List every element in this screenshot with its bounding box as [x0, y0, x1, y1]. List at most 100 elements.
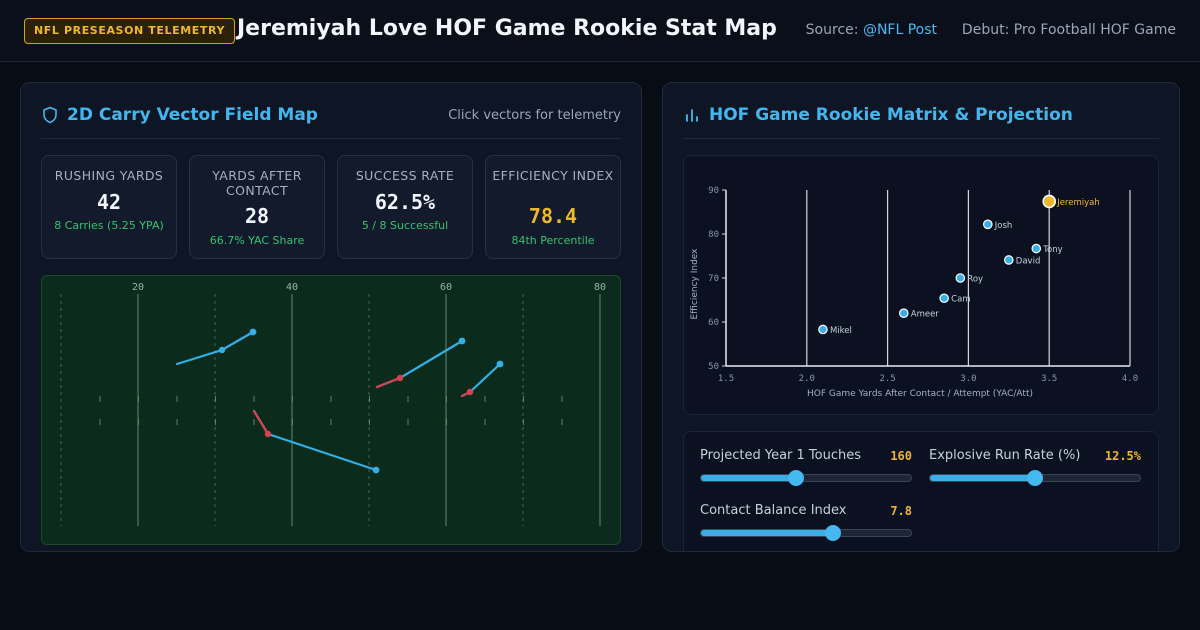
y-tick-label: 70	[708, 274, 719, 284]
slider-contact-balance[interactable]: Contact Balance Index 7.8	[700, 503, 912, 551]
stat-card-efficiency-index: EFFICIENCY INDEX 78.4 84th Percentile	[485, 155, 621, 259]
vector-node[interactable]	[496, 360, 504, 368]
slider-track[interactable]	[700, 525, 912, 541]
yard-number: 20	[132, 282, 144, 293]
panel-title: 2D Carry Vector Field Map	[67, 105, 318, 125]
vector-node[interactable]	[249, 328, 257, 336]
stat-sub: 5 / 8 Successful	[361, 219, 449, 232]
stat-sub: 66.7% YAC Share	[209, 234, 305, 247]
slider-handle[interactable]	[825, 525, 842, 541]
stat-label: YARDS AFTER CONTACT	[212, 168, 302, 198]
scatter-point-jeremiyah[interactable]	[1042, 194, 1057, 209]
vector-node[interactable]	[218, 346, 226, 354]
header-meta: Source: @NFL Post Debut: Pro Football HO…	[806, 22, 1176, 38]
stat-value: 42	[96, 190, 122, 214]
slider-label: Contact Balance Index	[700, 503, 847, 518]
scatter-point-roy[interactable]	[955, 273, 966, 283]
slider-value: 7.8	[890, 504, 912, 518]
rookie-scatter-chart: 1.5 2.0 2.5 3.0 3.5 4.0 50 60 70 80 90 Mikel Ameer C…	[683, 155, 1159, 415]
vector-node[interactable]	[396, 374, 404, 382]
vector-node[interactable]	[466, 388, 474, 396]
x-axis-label: HOF Game Yards After Contact / Attempt (…	[807, 389, 1033, 399]
point-label: Tony	[1042, 245, 1062, 255]
page-title: Jeremiyah Love HOF Game Rookie Stat Map	[237, 16, 777, 41]
stat-sub: 8 Carries (5.25 YPA)	[54, 219, 164, 232]
y-tick-label: 90	[708, 186, 719, 196]
panel-title: HOF Game Rookie Matrix & Projection	[709, 105, 1073, 125]
slider-fill	[930, 475, 1035, 481]
panel-header: 2D Carry Vector Field Map Click vectors …	[41, 101, 621, 139]
slider-handle[interactable]	[787, 470, 804, 486]
y-tick-label: 80	[708, 230, 719, 240]
source-link[interactable]: @NFL Post	[862, 22, 938, 38]
point-label: Ameer	[911, 310, 940, 320]
slider-track[interactable]	[700, 470, 912, 486]
projection-sliders: Projected Year 1 Touches 160 Explosive R…	[683, 431, 1159, 551]
yard-number: 40	[286, 282, 298, 293]
carry-vector-loss-segment[interactable]	[375, 376, 402, 389]
rookie-matrix-panel: HOF Game Rookie Matrix & Projection 1.5 2…	[662, 82, 1180, 552]
scatter-point-mikel[interactable]	[818, 324, 828, 335]
scatter-point-david[interactable]	[1003, 255, 1014, 265]
telemetry-badge: NFL PRESEASON TELEMETRY	[24, 18, 236, 44]
top-bar: NFL PRESEASON TELEMETRY Jeremiyah Love H…	[0, 0, 1200, 62]
carry-field-map: 20 40 60 80	[41, 275, 621, 545]
stat-value: 28	[244, 204, 270, 228]
vector-node[interactable]	[264, 430, 272, 438]
point-label: Mikel	[830, 326, 852, 336]
point-label: Josh	[994, 221, 1013, 231]
carry-vector[interactable]	[375, 339, 464, 389]
stat-label: EFFICIENCY INDEX	[492, 168, 614, 183]
scatter-svg: 1.5 2.0 2.5 3.0 3.5 4.0 50 60 70 80 90 Mikel Ameer C…	[690, 186, 1138, 399]
scatter-point-cam[interactable]	[939, 293, 949, 304]
slider-label: Explosive Run Rate (%)	[929, 448, 1081, 463]
point-label: David	[1016, 256, 1041, 266]
source-label: Source:	[805, 22, 859, 38]
x-tick-label: 1.5	[718, 374, 734, 384]
point-label: Jeremiyah	[1056, 198, 1100, 208]
slider-fill	[701, 530, 834, 536]
shield-icon	[43, 106, 57, 124]
stat-card-yards-after-contact: YARDS AFTER CONTACT 28 66.7% YAC Share	[189, 155, 325, 259]
scatter-point-josh[interactable]	[982, 219, 993, 230]
slider-projected-touches[interactable]: Projected Year 1 Touches 160	[700, 448, 912, 498]
point-label: Roy	[967, 275, 983, 285]
x-tick-label: 2.5	[879, 374, 895, 384]
stat-label: RUSHING YARDS	[54, 168, 164, 183]
y-tick-label: 60	[708, 318, 719, 328]
stat-card-rushing-yards: RUSHING YARDS 42 8 Carries (5.25 YPA)	[41, 155, 177, 259]
slider-value: 160	[890, 449, 912, 463]
point-label: Cam	[951, 295, 970, 305]
carry-vector[interactable]	[252, 409, 378, 472]
carry-vector-panel: 2D Carry Vector Field Map Click vectors …	[20, 82, 642, 552]
slider-handle[interactable]	[1027, 470, 1043, 486]
yard-number: 60	[440, 282, 452, 293]
bar-chart-icon	[686, 109, 698, 122]
panel-header: HOF Game Rookie Matrix & Projection	[683, 101, 1159, 139]
vector-node[interactable]	[458, 337, 466, 345]
x-tick-label: 4.0	[1122, 374, 1138, 384]
slider-explosive-run-rate[interactable]: Explosive Run Rate (%) 12.5%	[929, 448, 1141, 498]
x-tick-label: 3.0	[960, 374, 976, 384]
slider-label: Projected Year 1 Touches	[700, 448, 862, 463]
slider-value: 12.5%	[1104, 449, 1141, 463]
debut-label: Debut: Pro Football HOF Game	[961, 22, 1176, 38]
vector-node[interactable]	[372, 466, 380, 474]
carry-vector-loss-segment[interactable]	[252, 409, 270, 436]
slider-track[interactable]	[929, 470, 1141, 486]
stat-value: 62.5%	[374, 190, 436, 214]
field-svg: 20 40 60 80	[60, 282, 606, 526]
stat-sub: 84th Percentile	[511, 234, 595, 247]
stat-card-success-rate: SUCCESS RATE 62.5% 5 / 8 Successful	[337, 155, 473, 259]
x-tick-label: 2.0	[799, 374, 815, 384]
scatter-point-tony[interactable]	[1031, 243, 1042, 254]
slider-fill	[701, 475, 796, 481]
y-tick-label: 50	[708, 362, 719, 372]
x-tick-label: 3.5	[1041, 374, 1057, 384]
yard-number: 80	[594, 282, 606, 293]
scatter-point-ameer[interactable]	[898, 308, 909, 318]
y-axis-label: Efficiency Index	[690, 248, 700, 320]
panel-hint: Click vectors for telemetry	[448, 108, 621, 123]
stat-label: SUCCESS RATE	[355, 168, 455, 183]
stat-value: 78.4	[528, 204, 578, 228]
